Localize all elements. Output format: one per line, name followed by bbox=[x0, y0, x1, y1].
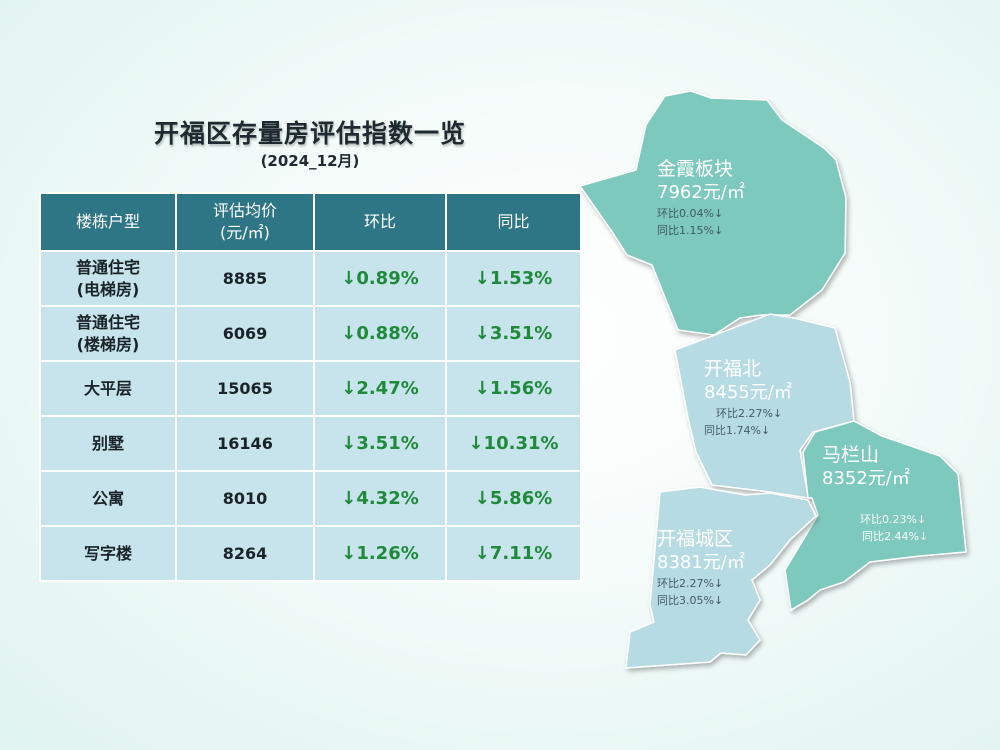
cell-mom: ↓4.32% bbox=[313, 470, 447, 527]
region-yoy: 同比3.05%↓ bbox=[657, 594, 724, 607]
page-title: 开福区存量房评估指数一览 bbox=[153, 119, 466, 148]
cell-yoy: ↓3.51% bbox=[445, 305, 582, 362]
table-row: 写字楼 8264 ↓1.26% ↓7.11% bbox=[39, 525, 582, 582]
label-malanshan: 马栏山 8352元/㎡ 环比0.23%↓ 同比2.44%↓ bbox=[822, 443, 928, 545]
cell-price: 8010 bbox=[175, 470, 315, 527]
header-type: 楼栋户型 bbox=[39, 192, 177, 252]
cell-type: 普通住宅 (楼梯房) bbox=[39, 305, 177, 362]
header-yoy: 同比 bbox=[445, 192, 582, 252]
region-price: 8381元/㎡ bbox=[657, 552, 745, 573]
region-name: 金霞板块 bbox=[657, 158, 734, 180]
region-name: 马栏山 bbox=[822, 444, 880, 466]
cell-mom: ↓1.26% bbox=[313, 525, 447, 582]
region-mom: 环比0.04%↓ bbox=[657, 207, 724, 220]
label-kaifubei: 开福北 8455元/㎡ 环比2.27%↓ 同比1.74%↓ bbox=[704, 357, 792, 439]
table-row: 普通住宅 (楼梯房) 6069 ↓0.88% ↓3.51% bbox=[39, 305, 582, 362]
cell-type: 大平层 bbox=[39, 360, 177, 417]
region-mom: 环比2.27%↓ bbox=[716, 407, 783, 420]
cell-type: 普通住宅 (电梯房) bbox=[39, 250, 177, 307]
label-kaifu-chengqu: 开福城区 8381元/㎡ 环比2.27%↓ 同比3.05%↓ bbox=[657, 527, 745, 609]
region-yoy: 同比1.74%↓ bbox=[704, 424, 771, 437]
table-row: 别墅 16146 ↓3.51% ↓10.31% bbox=[39, 415, 582, 472]
cell-yoy: ↓5.86% bbox=[445, 470, 582, 527]
region-kaifu-chengqu[interactable] bbox=[625, 486, 817, 669]
label-jinxia: 金霞板块 7962元/㎡ 环比0.04%↓ 同比1.15%↓ bbox=[657, 157, 745, 239]
index-table: 楼栋户型 评估均价 (元/㎡) 环比 同比 普通住宅 (电梯房) 8885 ↓0.89%… bbox=[39, 192, 582, 582]
region-name: 开福北 bbox=[704, 358, 762, 380]
cell-yoy: ↓7.11% bbox=[445, 525, 582, 582]
region-mom: 环比2.27%↓ bbox=[657, 577, 724, 590]
cell-mom: ↓0.88% bbox=[313, 305, 447, 362]
region-malanshan[interactable] bbox=[784, 420, 967, 612]
table-row: 公寓 8010 ↓4.32% ↓5.86% bbox=[39, 470, 582, 527]
cell-mom: ↓0.89% bbox=[313, 250, 447, 307]
cell-price: 16146 bbox=[175, 415, 315, 472]
region-mom: 环比0.23%↓ bbox=[860, 513, 927, 526]
table-row: 大平层 15065 ↓2.47% ↓1.56% bbox=[39, 360, 582, 417]
region-yoy: 同比1.15%↓ bbox=[657, 224, 724, 237]
region-kaifubei[interactable] bbox=[674, 313, 855, 499]
cell-yoy: ↓1.53% bbox=[445, 250, 582, 307]
cell-yoy: ↓10.31% bbox=[445, 415, 582, 472]
cell-yoy: ↓1.56% bbox=[445, 360, 582, 417]
cell-type: 写字楼 bbox=[39, 525, 177, 582]
table-header-row: 楼栋户型 评估均价 (元/㎡) 环比 同比 bbox=[39, 192, 582, 252]
cell-price: 15065 bbox=[175, 360, 315, 417]
region-price: 8455元/㎡ bbox=[704, 382, 792, 403]
header-price: 评估均价 (元/㎡) bbox=[175, 192, 315, 252]
cell-price: 8264 bbox=[175, 525, 315, 582]
cell-type: 别墅 bbox=[39, 415, 177, 472]
region-price: 7962元/㎡ bbox=[657, 182, 745, 203]
region-yoy: 同比2.44%↓ bbox=[862, 530, 929, 543]
cell-price: 8885 bbox=[175, 250, 315, 307]
cell-price: 6069 bbox=[175, 305, 315, 362]
cell-mom: ↓2.47% bbox=[313, 360, 447, 417]
page-subtitle: (2024_12月) bbox=[260, 152, 360, 170]
cell-type: 公寓 bbox=[39, 470, 177, 527]
header-mom: 环比 bbox=[313, 192, 447, 252]
table-row: 普通住宅 (电梯房) 8885 ↓0.89% ↓1.53% bbox=[39, 250, 582, 307]
region-name: 开福城区 bbox=[657, 528, 734, 550]
region-price: 8352元/㎡ bbox=[822, 468, 910, 489]
cell-mom: ↓3.51% bbox=[313, 415, 447, 472]
